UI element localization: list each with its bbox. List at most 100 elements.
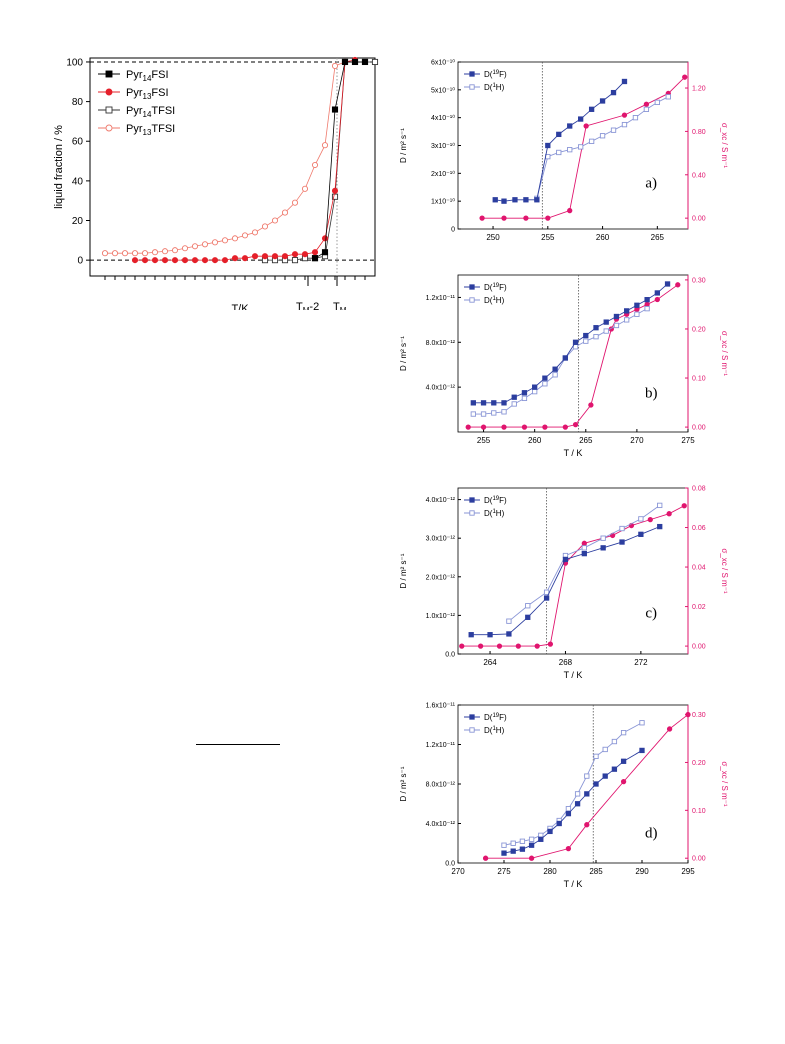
legend-marker bbox=[469, 84, 475, 90]
conductivity-point bbox=[521, 424, 528, 430]
data-point-D(19F) bbox=[562, 556, 569, 563]
data-point-D(19F) bbox=[593, 781, 599, 787]
legend-marker bbox=[469, 297, 475, 303]
data-point-Pyr13TFSI bbox=[161, 248, 169, 255]
series-line-D(1H) bbox=[508, 505, 660, 622]
data-point-Pyr14FSI bbox=[341, 58, 349, 66]
y-tick-label: 1.0x10⁻¹² bbox=[426, 613, 456, 620]
data-point-Pyr13TFSI bbox=[201, 241, 209, 248]
data-point-Pyr13FSI bbox=[291, 251, 299, 258]
panel-label: b) bbox=[645, 385, 658, 401]
conductivity-point bbox=[480, 424, 487, 430]
x-axis-label: T / K bbox=[564, 670, 583, 680]
data-point-D(1H) bbox=[588, 138, 595, 144]
y2-tick-label: 0.06 bbox=[692, 525, 706, 532]
legend-marker bbox=[105, 88, 113, 96]
y-tick-label: 2.0x10⁻¹² bbox=[426, 574, 456, 581]
data-point-D(19F) bbox=[567, 123, 573, 129]
data-point-Pyr13TFSI bbox=[111, 250, 119, 257]
conductivity-point bbox=[647, 516, 653, 523]
data-point-D(1H) bbox=[632, 115, 639, 121]
data-point-Pyr14TFSI bbox=[371, 58, 379, 66]
data-point-D(19F) bbox=[610, 89, 617, 96]
conductivity-point bbox=[583, 123, 589, 129]
data-point-D(19F) bbox=[468, 632, 474, 638]
data-point-D(1H) bbox=[470, 411, 476, 417]
data-point-D(1H) bbox=[665, 94, 671, 100]
data-point-D(19F) bbox=[487, 632, 493, 638]
data-point-D(1H) bbox=[491, 410, 497, 416]
y-tick-label: 4.0x10⁻¹² bbox=[426, 385, 456, 392]
conductivity-point bbox=[545, 215, 551, 221]
y2-tick-label: 0.00 bbox=[692, 425, 706, 432]
conductivity-point bbox=[621, 112, 628, 118]
y2-tick-label: 0.20 bbox=[692, 326, 706, 333]
data-point-D(19F) bbox=[552, 366, 558, 372]
conductivity-line bbox=[485, 714, 689, 859]
x-tick-label: 290 bbox=[635, 867, 649, 876]
data-point-D(19F) bbox=[603, 319, 609, 325]
data-point-D(1H) bbox=[599, 133, 606, 139]
panel-c-chart: 0.0 1.0x10⁻¹² 2.0x10⁻¹² 3.0x10⁻¹² 4.0x10⁻¹² 0… bbox=[400, 486, 729, 681]
data-point-Pyr13FSI bbox=[231, 255, 239, 262]
data-point-D(19F) bbox=[528, 842, 535, 848]
y2-axis-label: σ_xc / S m⁻¹ bbox=[720, 548, 729, 594]
legend-marker bbox=[469, 71, 475, 77]
legend-label: D(1H) bbox=[484, 296, 505, 305]
data-point-Pyr14FSI bbox=[361, 58, 369, 66]
y-tick-label: 0 bbox=[451, 227, 455, 234]
data-point-D(19F) bbox=[664, 281, 671, 287]
conductivity-point bbox=[644, 301, 650, 308]
legend-marker bbox=[469, 714, 475, 720]
data-point-D(1H) bbox=[542, 381, 548, 387]
y-tick-label: 0.0 bbox=[445, 652, 455, 659]
data-point-Pyr14TFSI bbox=[291, 257, 299, 264]
data-point-Pyr13TFSI bbox=[141, 250, 149, 257]
data-point-D(1H) bbox=[525, 603, 531, 609]
data-point-Pyr13TFSI bbox=[171, 247, 179, 254]
data-point-Pyr13TFSI bbox=[221, 237, 229, 244]
legend-marker bbox=[105, 106, 113, 114]
y-axis-label: liquid fraction / % bbox=[53, 125, 65, 209]
data-point-Pyr13FSI bbox=[141, 257, 149, 264]
conductivity-point bbox=[654, 296, 660, 303]
data-point-D(1H) bbox=[556, 149, 562, 156]
data-point-D(1H) bbox=[578, 144, 584, 150]
series-line-D(19F) bbox=[471, 526, 660, 636]
data-point-D(19F) bbox=[562, 355, 568, 361]
x-tick-label: 255 bbox=[541, 233, 555, 242]
x-tick-label: 255 bbox=[477, 436, 491, 445]
data-point-Pyr13TFSI bbox=[281, 209, 289, 216]
data-point-D(1H) bbox=[567, 147, 573, 153]
data-point-D(19F) bbox=[542, 375, 548, 381]
data-point-Pyr13TFSI bbox=[301, 185, 309, 192]
x-tick-label: 265 bbox=[579, 436, 593, 445]
data-point-Pyr13TFSI bbox=[271, 217, 279, 224]
data-point-D(19F) bbox=[611, 766, 618, 772]
data-point-Pyr13FSI bbox=[181, 257, 189, 264]
data-point-D(1H) bbox=[602, 746, 608, 753]
y-tick-label: 8.0x10⁻¹² bbox=[426, 340, 456, 347]
data-point-D(1H) bbox=[519, 838, 526, 844]
conductivity-point bbox=[501, 215, 507, 221]
panel-label: a) bbox=[645, 175, 657, 191]
series-line-Pyr14FSI bbox=[314, 61, 365, 259]
data-point-D(1H) bbox=[552, 372, 558, 378]
y2-tick-label: 0.04 bbox=[692, 565, 706, 572]
data-point-D(19F) bbox=[547, 828, 553, 835]
data-point-Pyr13FSI bbox=[191, 257, 199, 264]
conductivity-point bbox=[643, 101, 650, 107]
conductivity-point bbox=[682, 74, 688, 80]
data-point-Pyr13FSI bbox=[251, 253, 259, 260]
data-point-Pyr13FSI bbox=[321, 235, 329, 242]
conductivity-point bbox=[572, 421, 579, 428]
legend-label: D(19F) bbox=[484, 283, 507, 292]
data-point-D(1H) bbox=[638, 516, 644, 522]
y2-tick-label: 0.00 bbox=[692, 644, 706, 651]
data-point-D(1H) bbox=[610, 127, 617, 133]
y-tick-label: 4.0x10⁻¹² bbox=[426, 821, 456, 828]
data-point-Pyr13FSI bbox=[241, 255, 249, 262]
x-tick-label: 285 bbox=[589, 867, 603, 876]
x-axis-label: T / K bbox=[564, 879, 583, 889]
legend-label: D(19F) bbox=[484, 713, 507, 722]
